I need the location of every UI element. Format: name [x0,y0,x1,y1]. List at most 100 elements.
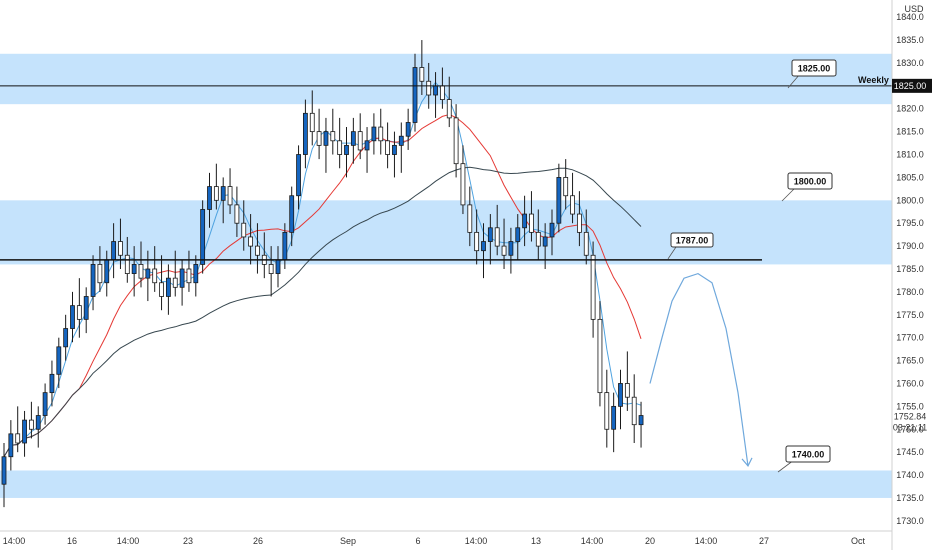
time-tick-label: 26 [253,536,263,546]
candle-bear [309,112,315,133]
moving-averages [3,81,642,457]
weekly-tag-label: Weekly [858,75,889,85]
candle-bear [570,195,575,215]
callout-1787-pointer [667,246,677,260]
candle-bull [275,259,281,274]
price-tick-label: 1835.0 [896,35,924,45]
candle-bull [549,222,555,238]
candle-bull [56,346,62,375]
price-tick-label: 1820.0 [896,104,924,114]
candle-bear [152,268,158,284]
candle-bull [35,415,41,430]
candle-bull [145,268,151,279]
time-tick-label: 16 [67,536,77,546]
candle-bear [255,245,260,256]
candle-bull [323,131,329,146]
candle-bull [104,259,110,284]
candle-bear [227,186,233,206]
callout-1825-box [791,59,837,77]
candle-bear [439,85,445,100]
candle-bull [83,296,89,320]
candle-bear [631,396,637,426]
candle-bull [1,456,7,485]
moving-average-12 [3,113,642,457]
price-tick-label: 1800.0 [896,195,924,205]
price-tick-label: 1780.0 [896,287,924,297]
candle-bear [604,392,610,430]
candle-bull [165,277,171,297]
candle-bull [398,135,404,146]
candle-bear [124,254,130,274]
candle-bear [597,318,603,394]
candle-bear [563,177,569,197]
callout-1740-box [785,445,831,463]
candle-bull [131,264,137,274]
candle-bear [590,254,596,320]
candle-bear [248,236,254,247]
callout-1800-box [787,172,833,190]
price-tick-label: 1730.0 [896,516,924,526]
candle-bear [316,131,322,146]
price-tick-label: 1775.0 [896,310,924,320]
time-tick-label: 14:00 [695,536,718,546]
price-tick-label: 1785.0 [896,264,924,274]
price-tick-label: 1840.0 [896,12,924,22]
callout-1825-label: 1825.00 [798,64,831,74]
candle-bear [159,282,164,297]
candle-bear [268,264,274,274]
price-tick-label: 1770.0 [896,333,924,343]
price-axis[interactable]: 1730.0 1735.0 1740.0 1745.0 1750.0 1755.0 1760… [891,0,932,550]
candle-bear [138,264,144,279]
candle-bull [405,122,411,137]
candle-bull [481,241,486,252]
candle-bull [522,213,527,229]
time-tick-label: 20 [645,536,655,546]
price-tick-label: 1735.0 [896,493,924,503]
candle-bull [350,131,356,146]
candle-bull [63,328,69,348]
candle-bull [289,195,295,233]
candle-bear [624,383,630,398]
candle-bear [76,305,82,320]
candle-bear [467,204,473,233]
candle-bear [419,67,425,82]
candle-bull [90,264,96,297]
candle-bull [207,186,212,210]
candle-bull [42,392,48,416]
candle-bull [282,231,288,261]
candle-bear [241,222,247,238]
candle-bear [529,213,534,233]
callout-1787-label: 1787.00 [676,236,709,246]
time-tick-label: Oct [851,536,866,546]
zone-weekly [0,53,892,105]
time-axis[interactable]: 14:00 16 14:00 23 26 Sep 6 14:00 13 14:00 20 14:00 2… [0,530,892,546]
candle-bear [337,140,343,155]
price-tick-label: 1740.0 [896,470,924,480]
price-tick-label: 1830.0 [896,58,924,68]
candle-bear [357,131,363,151]
price-tick-label: 1765.0 [896,356,924,366]
level-lines [0,85,892,261]
candle-bear [330,131,336,142]
time-tick-label: 27 [759,536,769,546]
candle-bull [364,140,370,151]
candle-bull [611,405,617,430]
price-tick-label: 1815.0 [896,127,924,137]
projection-arrowhead [741,457,753,467]
candle-bear [172,277,178,288]
candle-bear [213,186,219,201]
candle-bull [371,126,377,142]
projection-arc [649,272,753,467]
price-tick-label: 1795.0 [896,218,924,228]
candle-bull [412,67,418,123]
zone-mid [0,200,892,265]
candle-bull [49,373,55,394]
candlesticks [1,40,644,508]
time-tick-label: 14:00 [465,536,488,546]
time-tick-label: 6 [415,536,420,546]
candle-bear [97,264,103,284]
candle-bull [618,383,623,407]
price-tick-label: 1755.0 [896,401,924,411]
price-tick-label: 1810.0 [896,150,924,160]
